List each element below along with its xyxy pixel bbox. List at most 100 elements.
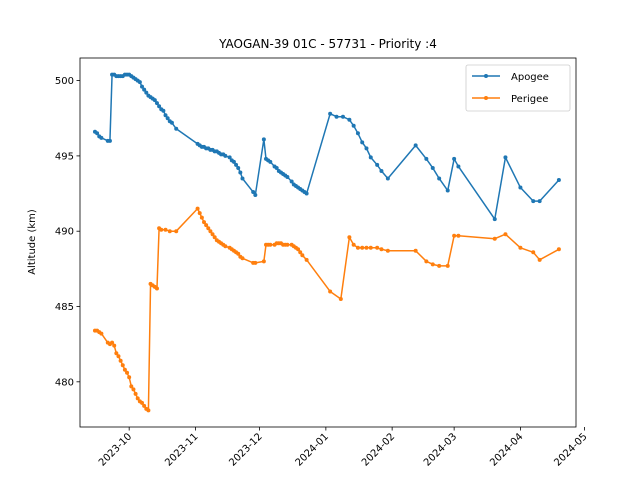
data-point-perigee — [445, 263, 450, 268]
data-point-perigee — [531, 250, 536, 255]
data-point-perigee — [360, 245, 365, 250]
data-point-perigee — [195, 206, 200, 211]
data-point-apogee — [95, 131, 100, 136]
data-point-perigee — [116, 354, 121, 359]
y-axis-label: Altitude (km) — [27, 209, 38, 275]
y-tick-label: 495 — [55, 151, 74, 162]
data-point-perigee — [154, 286, 159, 291]
data-point-apogee — [385, 176, 390, 181]
data-point-perigee — [518, 245, 523, 250]
data-point-perigee — [503, 232, 508, 237]
data-point-apogee — [174, 126, 179, 131]
data-point-apogee — [413, 143, 418, 148]
y-tick-label: 480 — [55, 377, 74, 388]
data-point-perigee — [131, 387, 136, 392]
data-point-perigee — [298, 250, 303, 255]
y-tick-label: 490 — [55, 227, 74, 238]
data-point-apogee — [165, 116, 170, 121]
data-point-perigee — [202, 220, 206, 225]
data-point-perigee — [135, 396, 140, 401]
data-point-apogee — [437, 176, 442, 181]
data-point-perigee — [556, 247, 561, 252]
data-point-apogee — [223, 153, 228, 158]
data-point-perigee — [285, 242, 290, 247]
data-point-apogee — [289, 179, 294, 184]
data-point-perigee — [355, 245, 360, 250]
data-point-apogee — [261, 137, 266, 142]
data-point-perigee — [99, 331, 104, 336]
data-point-perigee — [296, 247, 301, 252]
axes-frame — [79, 57, 577, 428]
data-point-apogee — [227, 155, 232, 160]
data-point-perigee — [159, 227, 164, 232]
plot-area — [92, 72, 561, 413]
data-point-perigee — [146, 408, 151, 413]
data-point-apogee — [364, 146, 369, 151]
data-point-apogee — [424, 156, 429, 161]
data-point-apogee — [285, 174, 290, 179]
data-point-perigee — [304, 257, 309, 262]
data-point-perigee — [268, 242, 273, 247]
data-point-perigee — [210, 232, 215, 237]
legend: Apogee Perigee — [465, 64, 571, 112]
legend-label-apogee: Apogee — [511, 72, 549, 83]
data-point-perigee — [236, 251, 241, 256]
data-point-apogee — [351, 123, 356, 128]
data-point-apogee — [137, 80, 142, 85]
data-point-perigee — [338, 296, 343, 301]
data-point-perigee — [368, 245, 373, 250]
data-point-apogee — [537, 199, 542, 204]
data-point-apogee — [231, 159, 236, 164]
data-point-perigee — [328, 289, 333, 294]
data-point-apogee — [161, 108, 166, 113]
data-point-perigee — [492, 236, 497, 241]
data-point-apogee — [360, 140, 365, 145]
data-point-perigee — [167, 229, 172, 234]
data-point-perigee — [430, 262, 435, 267]
data-point-apogee — [375, 162, 380, 167]
data-point-perigee — [204, 223, 209, 228]
data-point-apogee — [99, 135, 104, 140]
data-point-apogee — [347, 117, 352, 122]
data-point-perigee — [261, 259, 266, 264]
y-tick-label: 500 — [55, 76, 74, 87]
data-point-apogee — [163, 113, 168, 118]
data-point-apogee — [355, 131, 360, 136]
data-point-perigee — [206, 226, 211, 231]
data-point-apogee — [268, 159, 273, 164]
data-point-perigee — [163, 227, 168, 232]
data-point-perigee — [122, 367, 127, 372]
data-point-apogee — [142, 87, 147, 92]
legend-marker-apogee — [484, 74, 488, 78]
data-point-perigee — [437, 263, 442, 268]
data-point-perigee — [208, 229, 213, 234]
data-point-apogee — [140, 84, 144, 89]
data-point-perigee — [212, 235, 217, 240]
data-point-apogee — [253, 193, 258, 198]
data-point-perigee — [424, 259, 429, 264]
data-point-apogee — [334, 114, 339, 119]
data-point-apogee — [430, 165, 435, 170]
legend-marker-perigee — [484, 96, 488, 100]
data-point-perigee — [413, 248, 418, 253]
data-point-perigee — [456, 233, 461, 238]
data-point-perigee — [142, 403, 147, 408]
data-point-perigee — [253, 260, 258, 265]
data-point-perigee — [379, 247, 384, 252]
data-point-perigee — [127, 375, 132, 380]
data-point-apogee — [456, 164, 461, 169]
data-point-apogee — [452, 156, 457, 161]
data-point-apogee — [234, 162, 239, 167]
data-point-apogee — [368, 155, 373, 160]
data-point-apogee — [556, 178, 561, 182]
data-point-apogee — [240, 176, 245, 181]
data-point-apogee — [107, 138, 112, 143]
data-point-apogee — [154, 101, 159, 106]
data-point-apogee — [238, 170, 243, 175]
data-point-apogee — [518, 185, 523, 190]
data-point-apogee — [157, 104, 162, 109]
data-point-apogee — [503, 155, 508, 160]
data-point-apogee — [274, 165, 279, 170]
chart-title: YAOGAN-39 01C - 57731 - Priority :4 — [218, 37, 437, 51]
data-point-perigee — [133, 391, 138, 396]
